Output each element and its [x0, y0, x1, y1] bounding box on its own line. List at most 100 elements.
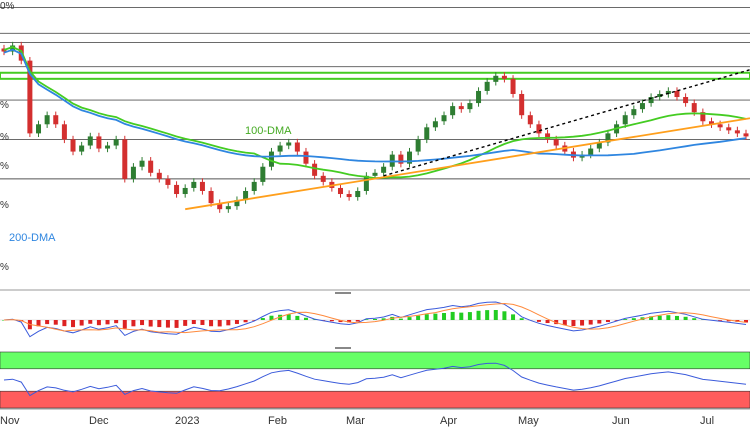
candle-body [432, 121, 438, 128]
candle-body [501, 75, 507, 79]
candle-body [415, 139, 421, 152]
candle-body [665, 90, 671, 94]
candle-body [10, 45, 16, 52]
macd-histogram-bar [209, 320, 214, 327]
macd-histogram-bar [605, 320, 610, 323]
candle-body [510, 78, 516, 94]
macd-histogram-bar [364, 319, 369, 320]
macd-histogram-bar [554, 320, 559, 325]
macd-histogram-bar [571, 320, 576, 327]
candle-body [545, 133, 551, 140]
macd-histogram-bar [381, 318, 386, 320]
price-panel [0, 7, 750, 291]
rsi-overbought-zone [0, 351, 750, 370]
candle-body [674, 90, 680, 98]
macd-histogram-bar [53, 320, 58, 325]
candle-body [726, 127, 732, 131]
macd-histogram-bar [355, 320, 360, 322]
candle-body [61, 124, 67, 140]
month-label: Feb [268, 415, 287, 427]
month-label: 2023 [175, 415, 199, 427]
macd-histogram-bar [96, 320, 101, 326]
macd-histogram-bar [536, 320, 541, 322]
macd-histogram-bar [217, 320, 222, 327]
candle-body [588, 148, 594, 155]
candle-body [657, 93, 663, 98]
candle-body [622, 115, 628, 125]
candle-body [174, 184, 180, 195]
macd-histogram-bar [234, 320, 239, 324]
resistance-zone [0, 71, 750, 80]
candle-body [130, 166, 136, 179]
month-labels: Nov Dec 2023 Feb Mar Apr May Jun Jul [0, 415, 714, 427]
macd-histogram-bar [649, 316, 654, 320]
candle-body [683, 97, 689, 104]
candle-body [79, 145, 85, 152]
macd-histogram-bar [674, 315, 679, 320]
candle-body [458, 106, 464, 110]
macd-histogram-bar [588, 320, 593, 325]
macd-histogram-bar [36, 320, 41, 327]
rsi-panel [0, 347, 750, 409]
candle-body [225, 206, 231, 210]
candle-body [191, 181, 197, 188]
macd-histogram-bar [519, 318, 524, 320]
macd-histogram-bar [476, 310, 481, 320]
macd-signal-line [3, 302, 747, 334]
price-level-label: % [0, 161, 9, 172]
month-label: May [518, 415, 539, 427]
macd-histogram-bar [683, 316, 688, 320]
macd-histogram-bar [157, 320, 162, 328]
macd-histogram-bar [260, 318, 265, 320]
support-trendline [185, 117, 750, 211]
macd-histogram-bar [140, 320, 145, 326]
candle-body [605, 133, 611, 143]
candle-body [36, 124, 42, 134]
macd-histogram-bar [744, 320, 748, 323]
candle-body [372, 172, 378, 176]
candle-body [199, 181, 205, 191]
candle-body [355, 190, 361, 198]
candle-body [493, 75, 499, 82]
macd-histogram-bar [433, 313, 438, 320]
macd-histogram-bar [718, 320, 723, 321]
macd-histogram-bar [269, 315, 274, 320]
macd-histogram-bar [88, 320, 93, 324]
macd-histogram-bar [726, 320, 731, 322]
macd-histogram-bar [79, 320, 84, 326]
month-label: Nov [0, 415, 20, 427]
month-label: Jun [612, 415, 630, 427]
candle-body [700, 112, 706, 122]
candle-body [441, 115, 447, 122]
price-level-label: % [0, 262, 9, 273]
dma100-label: 100-DMA [245, 125, 292, 137]
candle-body [476, 90, 482, 104]
candle-body [424, 127, 430, 140]
candle-body [139, 160, 145, 167]
candle-body [96, 136, 102, 149]
macd-histogram-bar [580, 320, 585, 326]
candle-body [165, 178, 171, 185]
price-level-labels: 0% % % % % % [0, 1, 15, 273]
price-level-label: % [0, 132, 9, 143]
candle-body [148, 160, 154, 173]
candle-body [243, 190, 249, 201]
macd-histogram-bar [597, 320, 602, 324]
candle-body [708, 121, 714, 125]
rsi-oversold-zone [0, 390, 750, 409]
month-label: Jul [700, 415, 714, 427]
candle-body [717, 124, 723, 128]
macd-histogram-bar [165, 320, 170, 328]
month-label: Dec [89, 415, 109, 427]
candle-body [303, 151, 309, 164]
macd-histogram-bar [114, 320, 119, 324]
macd-histogram-bar [191, 320, 196, 325]
candle-body [536, 124, 542, 134]
candle-body [648, 97, 654, 104]
panel-resize-handle [335, 347, 351, 349]
macd-histogram-bar [450, 311, 455, 320]
candle-body [743, 133, 749, 137]
macd-histogram-bar [666, 315, 671, 320]
price-level-label: 0% [0, 1, 15, 12]
